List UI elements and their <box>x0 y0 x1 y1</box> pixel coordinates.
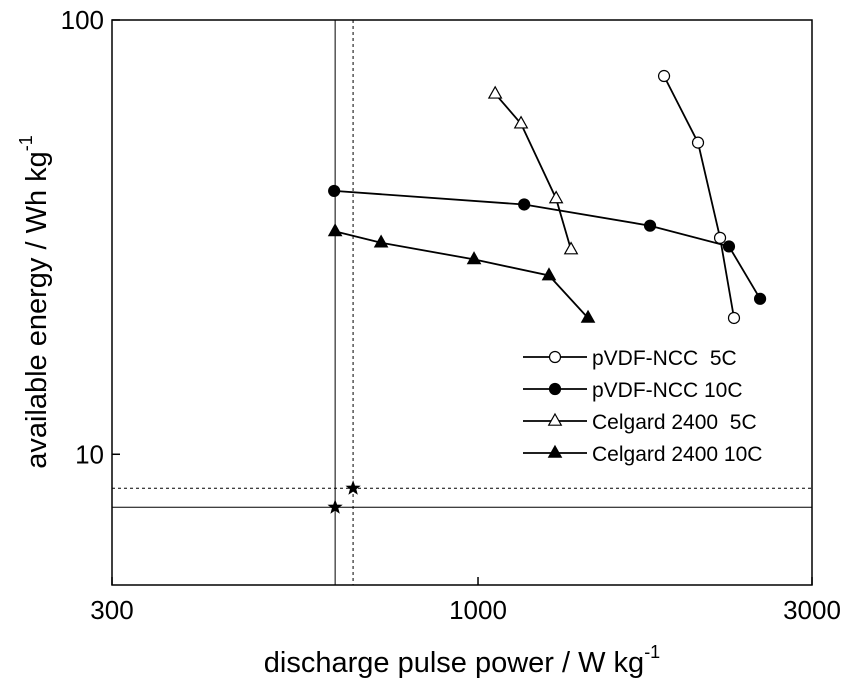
data-point <box>563 241 579 255</box>
data-point <box>487 85 503 99</box>
x-axis-title: discharge pulse power / W kg-1 <box>264 642 660 679</box>
data-point <box>691 136 705 149</box>
legend-label: Celgard 2400 10C <box>592 443 762 466</box>
data-point <box>643 219 657 232</box>
data-point <box>328 184 341 198</box>
y-axis-title-sup: -1 <box>16 135 36 151</box>
reference-star <box>327 499 343 514</box>
data-point <box>518 198 531 211</box>
series-line <box>494 93 572 250</box>
y-tick-label: 10 <box>75 439 104 469</box>
data-point <box>541 267 557 281</box>
reference-star <box>345 480 361 495</box>
x-axis-title-sup: -1 <box>644 642 660 662</box>
legend-marker <box>547 444 563 458</box>
legend-label: pVDF-NCC 5C <box>592 347 737 370</box>
data-point <box>466 251 482 265</box>
x-tick-label: 300 <box>90 595 133 625</box>
x-tick-label: 3000 <box>783 595 841 625</box>
data-point <box>753 292 767 305</box>
data-point <box>722 240 736 253</box>
series-line <box>663 75 735 319</box>
legend-label: pVDF-NCC 10C <box>592 379 743 402</box>
data-point <box>513 115 529 129</box>
y-axis-title: available energy / Wh kg-1 <box>16 135 53 469</box>
data-point <box>713 231 727 244</box>
y-axis-title-main: available energy / Wh kg <box>21 151 53 469</box>
legend-marker <box>547 412 563 426</box>
x-tick-label: 1000 <box>449 595 507 625</box>
data-point <box>548 190 564 204</box>
legend-marker <box>548 382 562 396</box>
data-point <box>373 234 389 248</box>
data-point <box>657 69 671 83</box>
data-point <box>580 309 596 323</box>
x-axis-title-main: discharge pulse power / W kg <box>264 647 644 679</box>
data-point <box>727 311 741 325</box>
plot-frame <box>111 19 813 586</box>
legend-marker <box>548 350 562 364</box>
y-tick-label: 100 <box>61 5 104 35</box>
data-point <box>327 223 343 237</box>
legend-label: Celgard 2400 5C <box>592 411 757 434</box>
